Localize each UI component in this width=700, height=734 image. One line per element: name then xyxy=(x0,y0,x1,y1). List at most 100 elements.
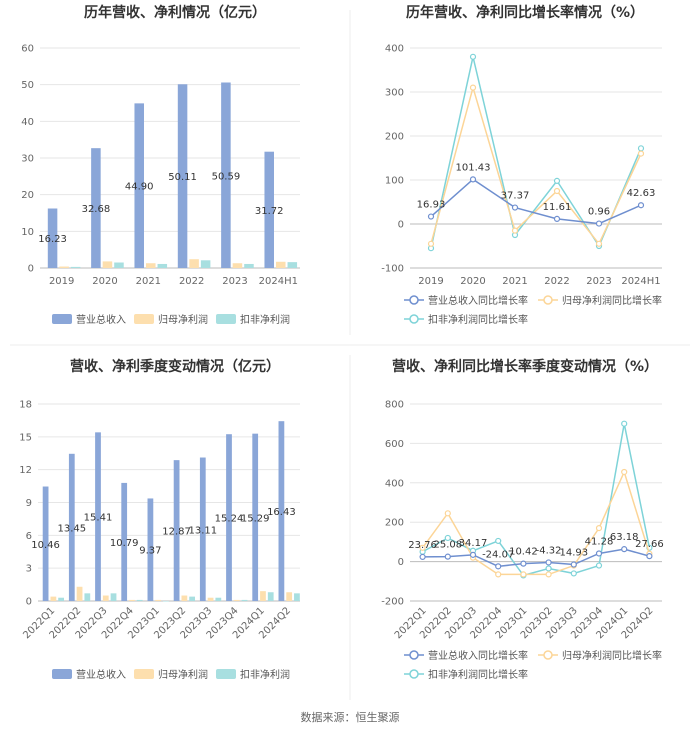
bar-revenue xyxy=(134,103,144,268)
bar-revenue xyxy=(42,486,49,601)
legend-label: 扣非净利润同比增长率 xyxy=(428,313,528,326)
line-value-label: 11.61 xyxy=(543,202,572,213)
legend-marker xyxy=(409,650,419,660)
legend-swatch xyxy=(216,314,236,324)
bar-value-label: 50.59 xyxy=(212,171,241,182)
y-tick-label: 10 xyxy=(21,227,34,238)
x-tick-label: 2021 xyxy=(136,276,161,287)
bar-deducted-profit xyxy=(163,601,169,602)
point-revenue-growth xyxy=(646,553,653,560)
y-tick-label: 12 xyxy=(19,465,32,476)
legend-swatch xyxy=(134,314,154,324)
bar-value-label: 12.87 xyxy=(162,527,191,538)
bar-value-label: 9.37 xyxy=(139,546,161,557)
y-tick-label: 400 xyxy=(385,44,404,55)
bar-deducted-profit xyxy=(58,597,65,601)
y-tick-label: 600 xyxy=(385,439,404,450)
annual-revenue-profit-chart: 历年营收、净利情况（亿元） 0 10 20 30 40 50 60 2019 2020 2021 20… xyxy=(21,4,300,326)
point-revenue-growth xyxy=(427,213,435,220)
y-tick-label: 0 xyxy=(398,220,404,231)
point-deducted-growth xyxy=(570,570,577,577)
point-revenue-growth xyxy=(595,550,603,557)
point-deducted-growth xyxy=(553,177,561,184)
bar-value-label: 16.23 xyxy=(38,234,67,245)
point-revenue-growth xyxy=(637,202,645,209)
bar-deducted-profit xyxy=(189,596,196,601)
bar-net-profit xyxy=(286,592,293,601)
bar-net-profit xyxy=(76,586,83,601)
bar-value-label: 15.29 xyxy=(241,513,270,524)
y-tick-label: 20 xyxy=(21,190,34,201)
y-tick-label: 300 xyxy=(385,88,404,99)
bar-net-profit xyxy=(50,596,57,601)
bar-revenue xyxy=(252,433,259,601)
x-tick-label: 2022 xyxy=(544,276,569,287)
legend-swatch xyxy=(134,669,154,679)
chart-title: 营收、净利季度变动情况（亿元） xyxy=(70,358,280,375)
bar-revenue xyxy=(91,148,101,268)
line-value-label: 41.28 xyxy=(585,536,614,547)
y-tick-label: 40 xyxy=(21,117,34,128)
series-line-deducted-growth xyxy=(422,423,651,577)
point-net-profit-growth xyxy=(469,84,477,91)
legend-label: 归母净利润同比增长率 xyxy=(562,649,662,662)
point-net-profit-growth xyxy=(545,571,552,578)
bar-net-profit xyxy=(146,263,156,268)
line-value-label: 37.37 xyxy=(501,191,530,202)
bar-revenue xyxy=(121,482,128,601)
series-line-net-profit-growth xyxy=(430,84,642,246)
point-net-profit-growth xyxy=(511,227,519,234)
bar-net-profit xyxy=(189,259,199,268)
legend-label: 营业总收入同比增长率 xyxy=(428,294,528,307)
x-tick-label: 2023 xyxy=(222,276,247,287)
legend-label: 扣非净利润 xyxy=(240,313,290,326)
x-tick-label: 2024H1 xyxy=(259,276,298,287)
bar-deducted-profit xyxy=(215,597,222,601)
y-tick-label: 200 xyxy=(385,132,404,143)
bar-revenue xyxy=(47,208,58,268)
line-value-label: 27.66 xyxy=(635,539,664,550)
line-value-label: 42.63 xyxy=(627,188,656,199)
legend-marker xyxy=(543,650,553,660)
line-value-label: -4.32 xyxy=(536,545,562,556)
point-net-profit-growth xyxy=(595,525,603,532)
point-revenue-growth xyxy=(621,546,628,553)
x-tick-label: 2020 xyxy=(92,276,117,287)
y-tick-label: 0 xyxy=(26,597,32,608)
chart-title: 营收、净利同比增长率季度变动情况（%） xyxy=(392,358,658,375)
bar-value-label: 10.46 xyxy=(31,540,60,551)
point-revenue-growth xyxy=(444,553,451,560)
bar-value-label: 15.24 xyxy=(215,514,244,525)
bar-deducted-profit xyxy=(294,593,300,601)
series-line-revenue-growth xyxy=(422,548,650,568)
point-net-profit-growth xyxy=(621,468,628,476)
y-tick-label: 18 xyxy=(19,400,32,411)
point-net-profit-growth xyxy=(419,544,426,551)
point-revenue-growth xyxy=(469,176,477,183)
legend-swatch xyxy=(216,669,236,679)
y-tick-label: -100 xyxy=(381,264,404,275)
point-deducted-growth xyxy=(545,565,552,572)
line-value-label: 10.42 xyxy=(509,547,538,558)
legend-label: 归母净利润同比增长率 xyxy=(562,294,662,307)
point-net-profit-growth xyxy=(444,510,451,517)
bar-value-label: 13.45 xyxy=(57,523,86,534)
point-revenue-growth xyxy=(545,559,552,566)
series-line-net-profit-growth xyxy=(421,469,651,576)
y-tick-label: 3 xyxy=(26,564,32,575)
bar-net-profit xyxy=(59,266,69,268)
x-tick-label: 2019 xyxy=(49,276,74,287)
series-line-revenue-growth xyxy=(430,178,642,225)
line-value-label: 63.18 xyxy=(610,532,639,543)
line-value-label: 34.17 xyxy=(459,538,488,549)
point-deducted-growth xyxy=(621,420,628,427)
bar-value-label: 15.41 xyxy=(84,513,113,524)
bar-deducted-profit xyxy=(267,592,274,601)
point-deducted-growth xyxy=(595,562,603,569)
bar-net-profit xyxy=(181,595,188,601)
x-tick-label: 2022 xyxy=(179,276,204,287)
x-tick-label: 2019 xyxy=(418,276,443,287)
legend-marker xyxy=(409,669,419,679)
legend-label: 归母净利润 xyxy=(158,313,208,326)
